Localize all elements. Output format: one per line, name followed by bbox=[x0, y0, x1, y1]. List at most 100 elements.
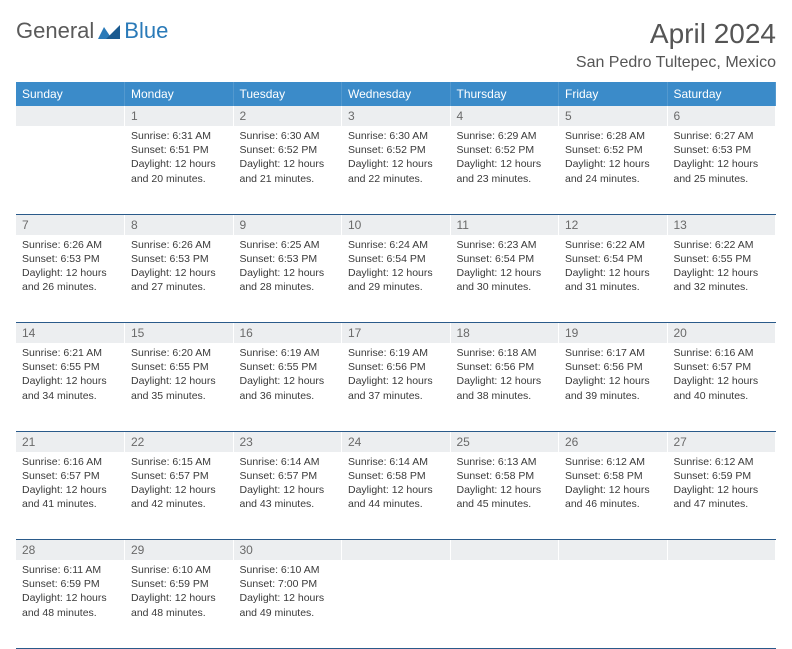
daylight-text: Daylight: 12 hours and 42 minutes. bbox=[131, 483, 227, 511]
day-body-cell: Sunrise: 6:17 AMSunset: 6:56 PMDaylight:… bbox=[559, 343, 668, 431]
day-body-cell: Sunrise: 6:27 AMSunset: 6:53 PMDaylight:… bbox=[667, 126, 776, 214]
daylight-text: Daylight: 12 hours and 46 minutes. bbox=[565, 483, 661, 511]
sunset-text: Sunset: 6:56 PM bbox=[565, 360, 661, 374]
sunrise-text: Sunrise: 6:16 AM bbox=[22, 455, 118, 469]
day-details: Sunrise: 6:12 AMSunset: 6:58 PMDaylight:… bbox=[559, 452, 667, 518]
day-body-cell: Sunrise: 6:23 AMSunset: 6:54 PMDaylight:… bbox=[450, 235, 559, 323]
day-number-cell: 3 bbox=[342, 106, 451, 126]
sunrise-text: Sunrise: 6:12 AM bbox=[674, 455, 770, 469]
day-body-cell: Sunrise: 6:11 AMSunset: 6:59 PMDaylight:… bbox=[16, 560, 125, 648]
day-details: Sunrise: 6:24 AMSunset: 6:54 PMDaylight:… bbox=[342, 235, 450, 301]
sunrise-text: Sunrise: 6:12 AM bbox=[565, 455, 661, 469]
daylight-text: Daylight: 12 hours and 36 minutes. bbox=[240, 374, 336, 402]
sunrise-text: Sunrise: 6:19 AM bbox=[240, 346, 336, 360]
day-number-cell: 23 bbox=[233, 431, 342, 452]
day-number-cell: 10 bbox=[342, 214, 451, 235]
sunset-text: Sunset: 6:55 PM bbox=[674, 252, 770, 266]
day-body-cell: Sunrise: 6:25 AMSunset: 6:53 PMDaylight:… bbox=[233, 235, 342, 323]
day-number-cell: 4 bbox=[450, 106, 559, 126]
day-body-cell: Sunrise: 6:18 AMSunset: 6:56 PMDaylight:… bbox=[450, 343, 559, 431]
day-number-cell: 11 bbox=[450, 214, 559, 235]
day-number-cell: 24 bbox=[342, 431, 451, 452]
sunset-text: Sunset: 6:52 PM bbox=[565, 143, 661, 157]
day-details: Sunrise: 6:20 AMSunset: 6:55 PMDaylight:… bbox=[125, 343, 233, 409]
dayheader-mon: Monday bbox=[125, 82, 234, 106]
sunset-text: Sunset: 6:53 PM bbox=[240, 252, 336, 266]
day-body-cell: Sunrise: 6:26 AMSunset: 6:53 PMDaylight:… bbox=[125, 235, 234, 323]
day-details: Sunrise: 6:28 AMSunset: 6:52 PMDaylight:… bbox=[559, 126, 667, 192]
daylight-text: Daylight: 12 hours and 38 minutes. bbox=[457, 374, 553, 402]
sunset-text: Sunset: 6:56 PM bbox=[348, 360, 444, 374]
day-body-cell bbox=[16, 126, 125, 214]
logo-icon bbox=[98, 23, 120, 39]
sunrise-text: Sunrise: 6:13 AM bbox=[457, 455, 553, 469]
sunrise-text: Sunrise: 6:11 AM bbox=[22, 563, 118, 577]
day-number-cell: 15 bbox=[125, 323, 234, 344]
day-body-cell: Sunrise: 6:19 AMSunset: 6:55 PMDaylight:… bbox=[233, 343, 342, 431]
day-details: Sunrise: 6:10 AMSunset: 7:00 PMDaylight:… bbox=[234, 560, 342, 626]
sunrise-text: Sunrise: 6:25 AM bbox=[240, 238, 336, 252]
sunrise-text: Sunrise: 6:14 AM bbox=[348, 455, 444, 469]
sunset-text: Sunset: 6:54 PM bbox=[565, 252, 661, 266]
sunset-text: Sunset: 6:58 PM bbox=[565, 469, 661, 483]
dayheader-wed: Wednesday bbox=[342, 82, 451, 106]
week-row: Sunrise: 6:21 AMSunset: 6:55 PMDaylight:… bbox=[16, 343, 776, 431]
page-title: April 2024 bbox=[576, 18, 776, 50]
day-details: Sunrise: 6:16 AMSunset: 6:57 PMDaylight:… bbox=[16, 452, 124, 518]
day-details: Sunrise: 6:19 AMSunset: 6:56 PMDaylight:… bbox=[342, 343, 450, 409]
day-number-cell: 28 bbox=[16, 540, 125, 561]
daylight-text: Daylight: 12 hours and 48 minutes. bbox=[22, 591, 118, 619]
daylight-text: Daylight: 12 hours and 37 minutes. bbox=[348, 374, 444, 402]
day-header-row: Sunday Monday Tuesday Wednesday Thursday… bbox=[16, 82, 776, 106]
sunset-text: Sunset: 6:58 PM bbox=[348, 469, 444, 483]
day-details: Sunrise: 6:16 AMSunset: 6:57 PMDaylight:… bbox=[668, 343, 776, 409]
day-body-cell: Sunrise: 6:14 AMSunset: 6:58 PMDaylight:… bbox=[342, 452, 451, 540]
day-number-cell bbox=[342, 540, 451, 561]
calendar-table: Sunday Monday Tuesday Wednesday Thursday… bbox=[16, 82, 776, 649]
day-details: Sunrise: 6:27 AMSunset: 6:53 PMDaylight:… bbox=[668, 126, 776, 192]
logo: General Blue bbox=[16, 18, 168, 44]
day-body-cell: Sunrise: 6:24 AMSunset: 6:54 PMDaylight:… bbox=[342, 235, 451, 323]
day-body-cell: Sunrise: 6:12 AMSunset: 6:59 PMDaylight:… bbox=[667, 452, 776, 540]
day-body-cell: Sunrise: 6:10 AMSunset: 6:59 PMDaylight:… bbox=[125, 560, 234, 648]
daylight-text: Daylight: 12 hours and 39 minutes. bbox=[565, 374, 661, 402]
day-details: Sunrise: 6:14 AMSunset: 6:58 PMDaylight:… bbox=[342, 452, 450, 518]
sunrise-text: Sunrise: 6:16 AM bbox=[674, 346, 770, 360]
sunrise-text: Sunrise: 6:15 AM bbox=[131, 455, 227, 469]
sunrise-text: Sunrise: 6:28 AM bbox=[565, 129, 661, 143]
sunset-text: Sunset: 6:57 PM bbox=[674, 360, 770, 374]
sunrise-text: Sunrise: 6:26 AM bbox=[22, 238, 118, 252]
day-details: Sunrise: 6:10 AMSunset: 6:59 PMDaylight:… bbox=[125, 560, 233, 626]
sunset-text: Sunset: 6:55 PM bbox=[131, 360, 227, 374]
day-number-cell: 20 bbox=[667, 323, 776, 344]
day-details: Sunrise: 6:22 AMSunset: 6:55 PMDaylight:… bbox=[668, 235, 776, 301]
logo-text-general: General bbox=[16, 18, 94, 44]
day-body-cell: Sunrise: 6:31 AMSunset: 6:51 PMDaylight:… bbox=[125, 126, 234, 214]
day-details: Sunrise: 6:30 AMSunset: 6:52 PMDaylight:… bbox=[234, 126, 342, 192]
location-label: San Pedro Tultepec, Mexico bbox=[576, 54, 776, 72]
daylight-text: Daylight: 12 hours and 28 minutes. bbox=[240, 266, 336, 294]
day-number-cell: 2 bbox=[233, 106, 342, 126]
sunrise-text: Sunrise: 6:24 AM bbox=[348, 238, 444, 252]
day-body-cell: Sunrise: 6:12 AMSunset: 6:58 PMDaylight:… bbox=[559, 452, 668, 540]
daylight-text: Daylight: 12 hours and 49 minutes. bbox=[240, 591, 336, 619]
day-number-cell: 8 bbox=[125, 214, 234, 235]
sunset-text: Sunset: 6:51 PM bbox=[131, 143, 227, 157]
daylight-text: Daylight: 12 hours and 21 minutes. bbox=[240, 157, 336, 185]
dayheader-sun: Sunday bbox=[16, 82, 125, 106]
sunrise-text: Sunrise: 6:22 AM bbox=[565, 238, 661, 252]
day-number-cell: 26 bbox=[559, 431, 668, 452]
day-details: Sunrise: 6:31 AMSunset: 6:51 PMDaylight:… bbox=[125, 126, 233, 192]
daylight-text: Daylight: 12 hours and 32 minutes. bbox=[674, 266, 770, 294]
sunset-text: Sunset: 6:59 PM bbox=[22, 577, 118, 591]
sunset-text: Sunset: 6:55 PM bbox=[240, 360, 336, 374]
daylight-text: Daylight: 12 hours and 48 minutes. bbox=[131, 591, 227, 619]
sunrise-text: Sunrise: 6:21 AM bbox=[22, 346, 118, 360]
day-number-cell: 9 bbox=[233, 214, 342, 235]
day-body-cell: Sunrise: 6:30 AMSunset: 6:52 PMDaylight:… bbox=[233, 126, 342, 214]
week-row: Sunrise: 6:16 AMSunset: 6:57 PMDaylight:… bbox=[16, 452, 776, 540]
sunrise-text: Sunrise: 6:10 AM bbox=[131, 563, 227, 577]
daylight-text: Daylight: 12 hours and 31 minutes. bbox=[565, 266, 661, 294]
day-body-cell: Sunrise: 6:14 AMSunset: 6:57 PMDaylight:… bbox=[233, 452, 342, 540]
day-body-cell: Sunrise: 6:30 AMSunset: 6:52 PMDaylight:… bbox=[342, 126, 451, 214]
